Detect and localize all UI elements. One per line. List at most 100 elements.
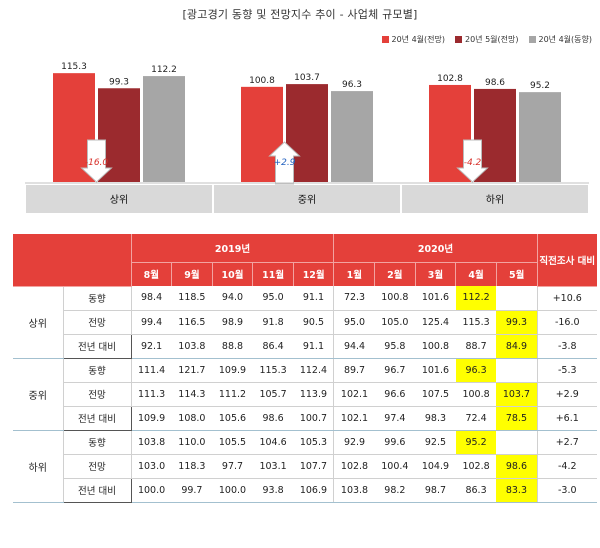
table-cell: 107.7 bbox=[293, 454, 334, 479]
table-cell: 98.6 bbox=[496, 454, 537, 479]
table-cell: 96.3 bbox=[455, 358, 497, 383]
category-band bbox=[402, 185, 588, 213]
table-cell: 106.9 bbox=[293, 478, 334, 503]
table-body: 상위 동향 98.4 118.5 94.0 95.0 91.1 72.3 100.8 101.6 1… bbox=[13, 286, 597, 503]
table-cell: 112.4 bbox=[293, 358, 334, 383]
month-header: 8월 bbox=[131, 262, 173, 286]
table-cell: 100.8 bbox=[374, 286, 416, 311]
table-row: 전망 103.0 118.3 97.7 103.1 107.7 102.8 100.4 104.… bbox=[13, 454, 597, 479]
diff-cell: -5.3 bbox=[536, 358, 597, 383]
segment-label: 하위 bbox=[13, 430, 64, 503]
table-cell: 96.7 bbox=[374, 358, 416, 383]
table-cell: 91.1 bbox=[293, 334, 334, 359]
month-header: 9월 bbox=[171, 262, 213, 286]
table-cell: 109.9 bbox=[212, 358, 253, 383]
bar-value-label: 100.8 bbox=[249, 76, 275, 86]
diff-cell: -4.2 bbox=[536, 454, 597, 479]
table-cell: 91.8 bbox=[252, 310, 294, 335]
table-cell: 98.4 bbox=[131, 286, 172, 311]
table-cell: 103.1 bbox=[252, 454, 294, 479]
bar-value-label: 112.2 bbox=[151, 65, 177, 75]
down-arrow-icon bbox=[456, 139, 489, 183]
month-header: 11월 bbox=[252, 262, 294, 286]
table-cell: 98.7 bbox=[415, 478, 456, 503]
row-label: 전년 대비 bbox=[62, 477, 132, 503]
table-cell: 115.3 bbox=[455, 310, 497, 335]
chart-legend: 20년 4월(전망) 20년 5월(전망) 20년 4월(동향) bbox=[381, 34, 592, 45]
change-annotation: +2.9 bbox=[274, 158, 296, 168]
row-label: 동향 bbox=[63, 358, 132, 383]
table-cell: 103.8 bbox=[333, 478, 375, 503]
table-row: 상위 동향 98.4 118.5 94.0 95.0 91.1 72.3 100.8 101.6 1… bbox=[13, 286, 597, 359]
table-cell: 100.0 bbox=[212, 478, 253, 503]
row-label: 전망 bbox=[63, 382, 132, 407]
row-label: 동향 bbox=[63, 286, 132, 311]
table-cell: 107.5 bbox=[415, 382, 456, 407]
diff-cell: +2.9 bbox=[536, 382, 597, 407]
diff-cell: -3.0 bbox=[536, 478, 597, 503]
table-cell: 112.2 bbox=[455, 286, 497, 311]
table-corner bbox=[13, 234, 132, 287]
table-cell: 100.8 bbox=[415, 334, 456, 359]
table-cell: 102.1 bbox=[333, 382, 375, 407]
table-cell: 88.8 bbox=[212, 334, 253, 359]
table-cell: 100.7 bbox=[293, 406, 334, 431]
up-arrow-icon bbox=[268, 141, 301, 185]
legend-swatch bbox=[455, 36, 462, 43]
month-header: 2월 bbox=[374, 262, 416, 286]
legend-item-may-forecast: 20년 5월(전망) bbox=[455, 34, 519, 45]
bar-value-label: 103.7 bbox=[294, 73, 320, 83]
legend-item-apr-forecast: 20년 4월(전망) bbox=[381, 34, 446, 45]
table-cell: 103.7 bbox=[496, 382, 537, 407]
category-band bbox=[214, 185, 400, 213]
bar-value-label: 115.3 bbox=[61, 62, 87, 72]
month-header: 1월 bbox=[333, 262, 376, 286]
table-cell: 114.3 bbox=[171, 382, 213, 407]
category-label: 상위 bbox=[110, 193, 128, 206]
table-cell: 109.9 bbox=[131, 406, 172, 431]
table-cell: 115.3 bbox=[252, 358, 294, 383]
table-cell: 105.6 bbox=[212, 406, 253, 431]
table-cell: 104.6 bbox=[252, 430, 294, 455]
table-cell: 92.1 bbox=[131, 334, 172, 359]
table-cell: 91.1 bbox=[293, 286, 334, 311]
table-cell bbox=[496, 430, 537, 455]
data-table: 2019년 2020년 직전조사 대비 8월 9월 10월 11월 12월 1월 2월 3월 4… bbox=[13, 234, 597, 503]
table-row: 전년 대비 92.1 103.8 88.8 86.4 91.1 94.4 95.8 100.8 8… bbox=[13, 333, 597, 359]
table-cell: 98.2 bbox=[374, 478, 416, 503]
row-label: 전년 대비 bbox=[62, 333, 132, 359]
table-cell: 100.0 bbox=[131, 478, 172, 503]
table-cell: 99.7 bbox=[171, 478, 213, 503]
table-cell: 108.0 bbox=[171, 406, 213, 431]
table-row: 전년 대비 100.0 99.7 100.0 93.8 106.9 103.8 98.2 98.… bbox=[13, 477, 597, 503]
table-cell: 111.2 bbox=[212, 382, 253, 407]
table-cell: 95.0 bbox=[252, 286, 294, 311]
table-cell: 97.4 bbox=[374, 406, 416, 431]
table-cell: 103.0 bbox=[131, 454, 172, 479]
month-header-row: 8월 9월 10월 11월 12월 1월 2월 3월 4월 5월 bbox=[13, 262, 597, 286]
legend-label: 20년 4월(전망) bbox=[391, 35, 446, 44]
table-cell: 118.5 bbox=[171, 286, 213, 311]
table-cell: 105.7 bbox=[252, 382, 294, 407]
table-cell: 95.8 bbox=[374, 334, 416, 359]
diff-cell: -3.8 bbox=[536, 334, 597, 359]
month-header: 3월 bbox=[415, 262, 457, 286]
table-cell: 102.1 bbox=[333, 406, 375, 431]
diff-cell: +2.7 bbox=[536, 430, 597, 455]
table-cell: 72.3 bbox=[333, 286, 375, 311]
bar bbox=[519, 92, 561, 182]
segment-label: 상위 bbox=[13, 286, 64, 359]
table-cell: 121.7 bbox=[171, 358, 213, 383]
table-cell: 84.9 bbox=[496, 334, 537, 359]
bar bbox=[331, 91, 373, 182]
table-cell: 95.2 bbox=[455, 430, 497, 455]
year-header-2020: 2020년 bbox=[333, 234, 537, 263]
bar bbox=[143, 76, 185, 182]
table-cell: 99.3 bbox=[496, 310, 537, 335]
table-row: 전망 111.3 114.3 111.2 105.7 113.9 102.1 96.6 107.… bbox=[13, 382, 597, 407]
table-cell: 118.3 bbox=[171, 454, 213, 479]
table-row: 전년 대비 109.9 108.0 105.6 98.6 100.7 102.1 97.4 98… bbox=[13, 405, 597, 431]
table-cell: 105.0 bbox=[374, 310, 416, 335]
category-band bbox=[26, 185, 212, 213]
legend-swatch bbox=[528, 36, 536, 43]
